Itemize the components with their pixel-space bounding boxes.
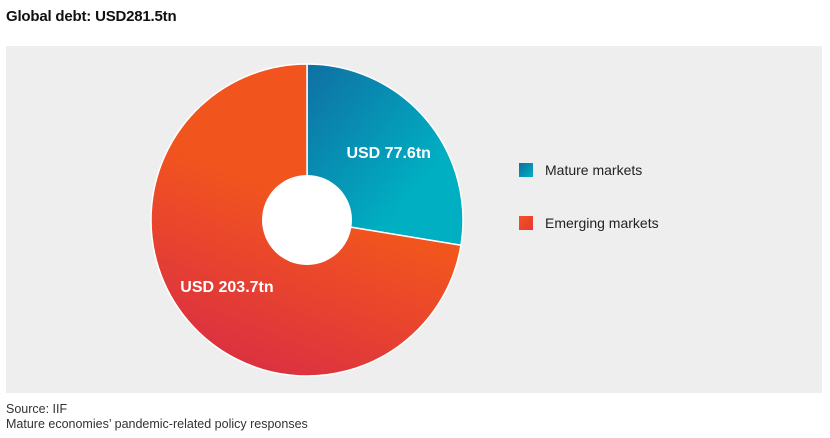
donut-hole [262, 175, 352, 265]
legend: Mature markets Emerging markets [519, 160, 659, 233]
legend-item-emerging-markets: Emerging markets [519, 213, 659, 233]
legend-swatch-mature [519, 163, 533, 177]
data-label: USD 77.6tn [346, 145, 430, 162]
legend-label: Emerging markets [545, 215, 659, 231]
legend-item-mature-markets: Mature markets [519, 160, 659, 180]
chart-title: Global debt: USD281.5tn [6, 8, 177, 25]
caption: Mature economies’ pandemic-related polic… [6, 417, 308, 431]
source-note: Source: IIF [6, 402, 68, 416]
legend-swatch-emerging [519, 216, 533, 230]
legend-label: Mature markets [545, 162, 643, 178]
footer: Source: IIF Mature economies’ pandemic-r… [6, 402, 308, 432]
data-label: USD 203.7tn [180, 279, 273, 296]
